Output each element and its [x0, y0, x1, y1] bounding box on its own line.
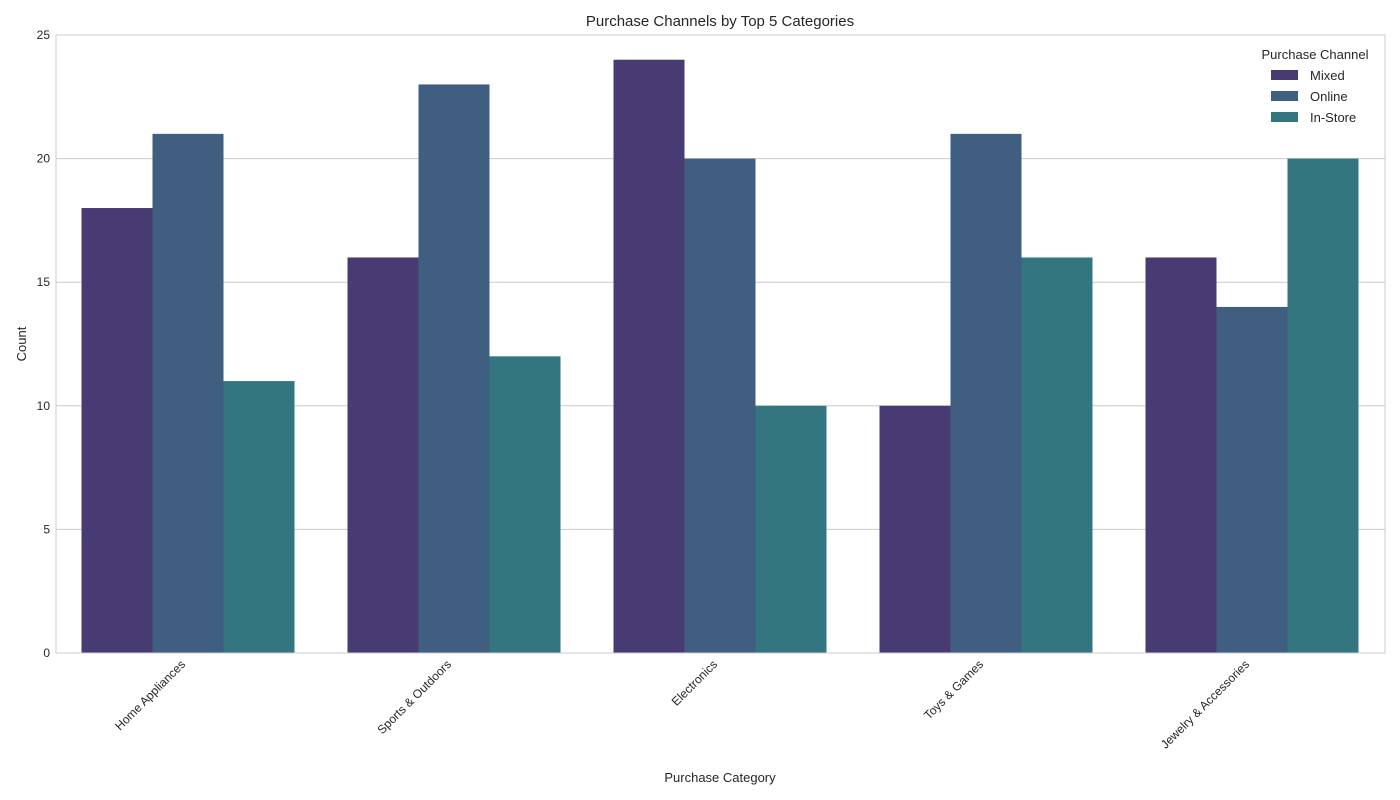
x-ticks: Home Appliances Sports & Outdoors Electron…	[112, 657, 1252, 751]
bar-in-store-3	[1021, 257, 1093, 653]
x-tick-label: Electronics	[669, 657, 720, 708]
bar-mixed-0	[81, 208, 153, 654]
legend-label: Mixed	[1310, 68, 1345, 83]
plot-frame	[55, 34, 1386, 654]
y-tick-label: 25	[37, 28, 51, 42]
bar-in-store-0	[223, 381, 295, 653]
bar-online-3	[950, 133, 1022, 653]
bar-online-4	[1216, 306, 1288, 653]
legend-swatch	[1271, 112, 1298, 122]
x-tick-label: Home Appliances	[112, 657, 188, 733]
x-tick-label: Sports & Outdoors	[374, 657, 454, 737]
y-tick-label: 10	[37, 399, 51, 413]
bar-mixed-1	[347, 257, 419, 653]
chart-title: Purchase Channels by Top 5 Categories	[586, 13, 854, 30]
y-ticks: 0 5 10 15 20 25	[37, 28, 51, 660]
x-tick-label: Jewelry & Accessories	[1158, 657, 1252, 751]
y-tick-label: 20	[37, 152, 51, 166]
y-tick-label: 5	[43, 522, 50, 536]
legend: Purchase Channel Mixed Online In-Store	[1262, 47, 1369, 125]
bar-mixed-3	[879, 405, 951, 653]
legend-swatch	[1271, 70, 1298, 80]
legend-title: Purchase Channel	[1262, 47, 1369, 62]
bar-online-0	[152, 133, 224, 653]
legend-label: Online	[1310, 89, 1348, 104]
bar-in-store-2	[755, 405, 827, 653]
bar-online-2	[684, 158, 756, 653]
y-tick-label: 0	[43, 646, 50, 660]
legend-label: In-Store	[1310, 110, 1356, 125]
x-axis-label: Purchase Category	[664, 770, 776, 785]
legend-swatch	[1271, 91, 1298, 101]
bar-in-store-1	[489, 356, 561, 653]
bar-mixed-4	[1145, 257, 1217, 653]
bar-in-store-4	[1287, 158, 1359, 653]
bar-online-1	[418, 84, 490, 653]
bars	[81, 59, 1359, 654]
legend-items: Mixed Online In-Store	[1271, 68, 1356, 125]
x-tick-label: Toys & Games	[921, 657, 986, 722]
y-axis-label: Count	[14, 326, 29, 361]
y-tick-label: 15	[37, 275, 51, 289]
bar-mixed-2	[613, 59, 685, 654]
